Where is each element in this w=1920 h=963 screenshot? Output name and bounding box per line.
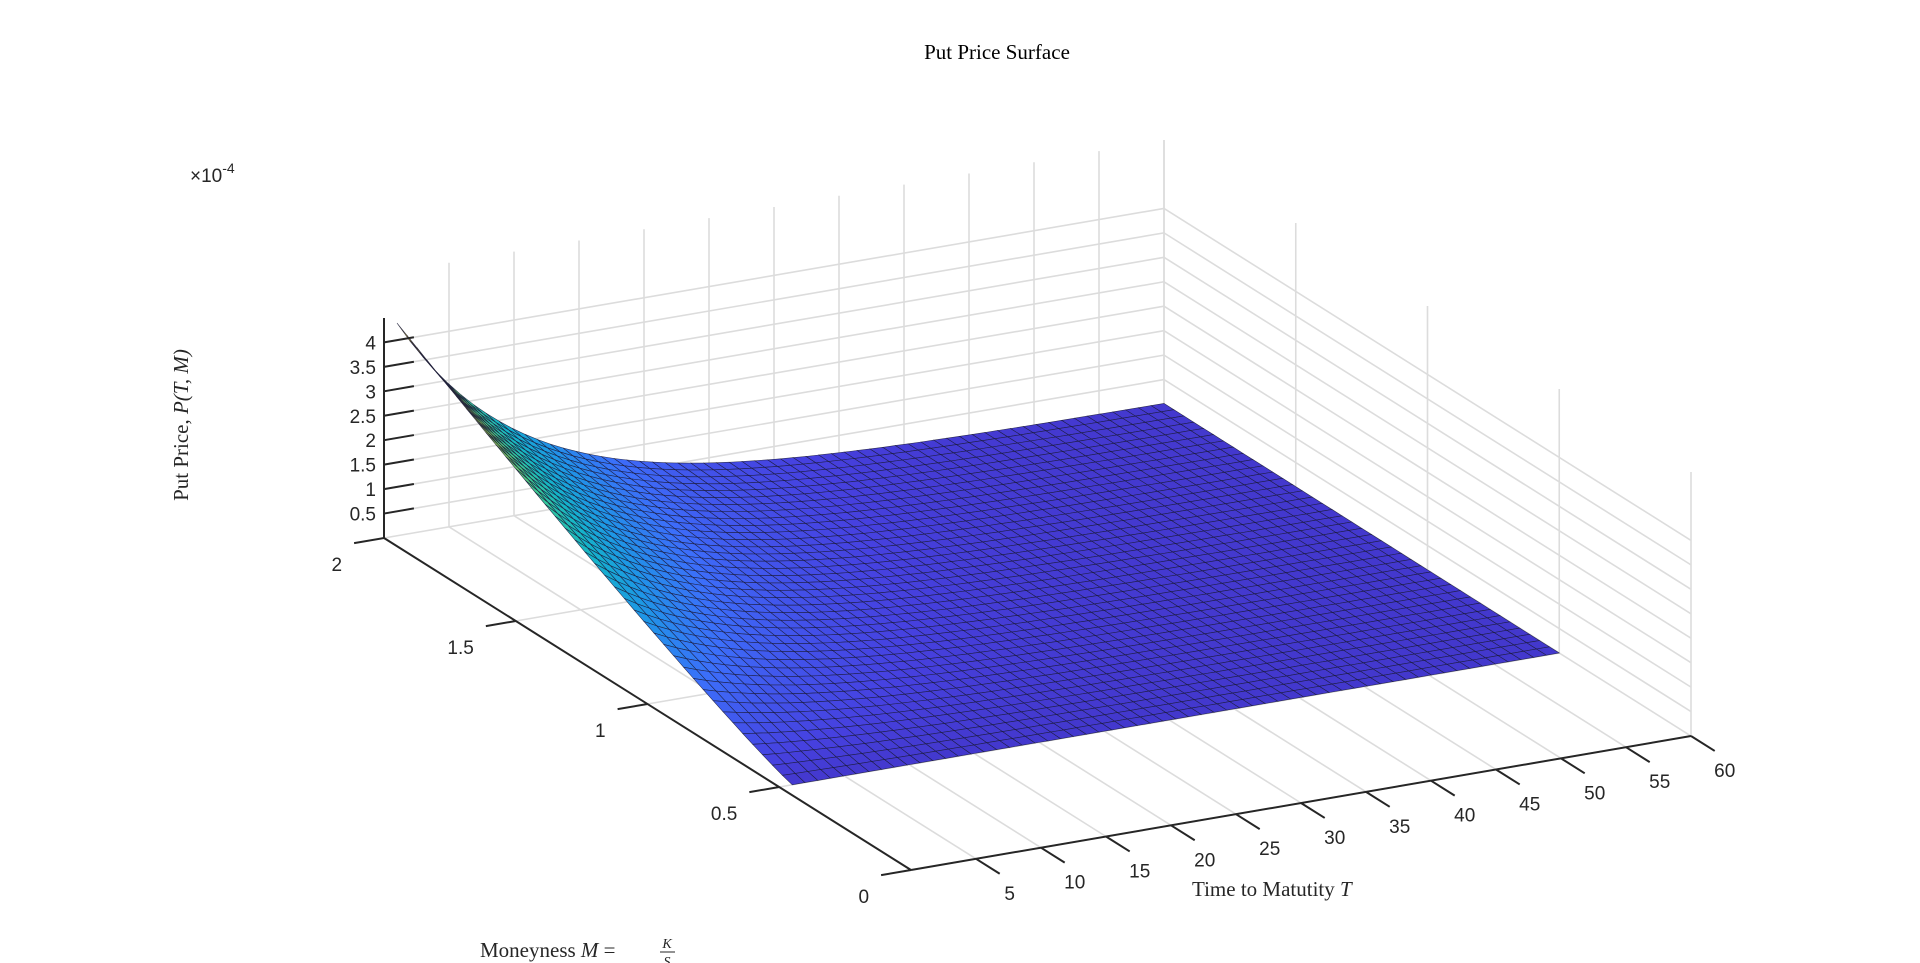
grid-line-back-z xyxy=(383,256,1165,393)
y-axis-title-eq: = xyxy=(598,938,615,962)
grid-line-side-z xyxy=(1163,305,1692,639)
grid-line-side-z xyxy=(1163,378,1692,713)
grid-line-side-z xyxy=(1163,329,1692,664)
y-axis-title-numerator: K xyxy=(661,937,672,952)
y-axis-title-denominator: S xyxy=(664,955,671,963)
x-tick-mark xyxy=(1170,824,1196,842)
z-tick-mark xyxy=(383,482,415,491)
chart-title: Put Price Surface xyxy=(924,40,1070,64)
x-tick-label: 20 xyxy=(1194,850,1215,871)
y-tick-mark xyxy=(617,703,648,711)
x-tick-mark xyxy=(1560,757,1586,775)
z-axis-title-args: (T, M) xyxy=(169,349,193,401)
z-tick-mark xyxy=(383,507,415,515)
grid-line-side-z xyxy=(1163,354,1692,688)
x-tick-label: 40 xyxy=(1454,806,1475,827)
x-tick-label: 35 xyxy=(1389,817,1410,838)
surface-mesh xyxy=(396,322,1561,786)
z-tick-mark xyxy=(383,385,415,393)
grid-line-side-z xyxy=(1163,232,1692,566)
z-tick-label: 1 xyxy=(365,480,376,501)
grid-line-side-z xyxy=(1163,281,1692,615)
x-tick-label: 5 xyxy=(1004,884,1015,905)
y-tick-mark xyxy=(353,537,385,545)
z-axis-title-var: P xyxy=(169,401,193,415)
x-tick-mark xyxy=(1430,779,1456,797)
z-tick-label: 4 xyxy=(365,333,376,354)
x-tick-label: 15 xyxy=(1129,861,1150,882)
x-axis-title-var: T xyxy=(1340,877,1353,901)
z-tick-label: 0.5 xyxy=(350,505,376,526)
z-tick-label: 1.5 xyxy=(350,456,376,477)
z-axis-title-text: Put Price, xyxy=(169,419,193,501)
grid-line-back-z xyxy=(383,232,1165,368)
grid-line-back-z xyxy=(383,305,1165,441)
y-tick-mark xyxy=(485,620,516,628)
y-tick-mark xyxy=(880,869,912,877)
z-tick-mark xyxy=(383,434,415,442)
x-axis-title-text: Time to Matutity xyxy=(1192,877,1335,901)
x-tick-mark xyxy=(1105,835,1131,853)
z-tick-mark xyxy=(383,458,415,466)
y-tick-label: 1 xyxy=(595,721,606,742)
z-exponent-base: ×10 xyxy=(190,166,222,187)
x-tick-mark xyxy=(1690,735,1716,752)
grid-line-side-z xyxy=(1163,207,1692,542)
z-axis-title: Put Price, P(T, M) xyxy=(169,349,193,501)
y-tick-label: 2 xyxy=(332,555,343,576)
x-tick-label: 60 xyxy=(1714,761,1735,782)
y-tick-label: 0 xyxy=(859,887,870,908)
z-tick-mark xyxy=(383,336,415,344)
z-exponent-label: ×10-4 xyxy=(190,160,235,187)
z-tick-label: 2 xyxy=(365,431,376,452)
x-tick-mark xyxy=(1625,746,1651,763)
z-tick-label: 2.5 xyxy=(350,407,376,428)
z-tick-label: 3.5 xyxy=(350,358,376,379)
z-tick-label: 3 xyxy=(365,382,376,403)
y-tick-label: 1.5 xyxy=(447,638,473,659)
x-tick-mark xyxy=(975,857,1001,875)
x-axis-title: Time to Matutity T xyxy=(1192,877,1353,901)
x-tick-label: 10 xyxy=(1064,873,1085,894)
y-tick-label: 0.5 xyxy=(711,804,737,825)
grid-line-back-z xyxy=(383,280,1165,417)
axes xyxy=(353,317,1716,877)
grid-line-back-z xyxy=(383,378,1165,515)
surface-patch xyxy=(1535,646,1561,656)
x-tick-mark xyxy=(1235,813,1261,830)
x-tick-label: 55 xyxy=(1649,772,1670,793)
z-exponent-power: -4 xyxy=(222,160,235,176)
x-tick-mark xyxy=(1040,846,1066,864)
grid-line-back-z xyxy=(383,207,1165,344)
x-tick-mark xyxy=(1365,790,1391,808)
y-axis-title: Moneyness M = K S xyxy=(480,937,675,963)
z-tick-mark xyxy=(383,409,415,417)
x-tick-label: 45 xyxy=(1519,794,1540,815)
y-axis-title-text: Moneyness xyxy=(480,938,576,962)
svg-text:Moneyness M =: Moneyness M = xyxy=(480,938,616,962)
grid-line-side-z xyxy=(1163,256,1692,590)
z-tick-mark xyxy=(383,360,415,368)
x-tick-label: 30 xyxy=(1324,828,1345,849)
y-axis-title-var: M xyxy=(580,938,600,962)
x-tick-label: 50 xyxy=(1584,783,1605,804)
x-tick-mark xyxy=(1300,802,1326,819)
y-tick-mark xyxy=(749,786,780,794)
tick-labels: 5 10 15 20 25 30 35 40 45 50 55 60 0 0.5 1 1.5 2 0.5 1 1.5 2… xyxy=(332,333,1736,908)
x-tick-mark xyxy=(1495,768,1521,786)
x-tick-label: 25 xyxy=(1259,839,1280,860)
